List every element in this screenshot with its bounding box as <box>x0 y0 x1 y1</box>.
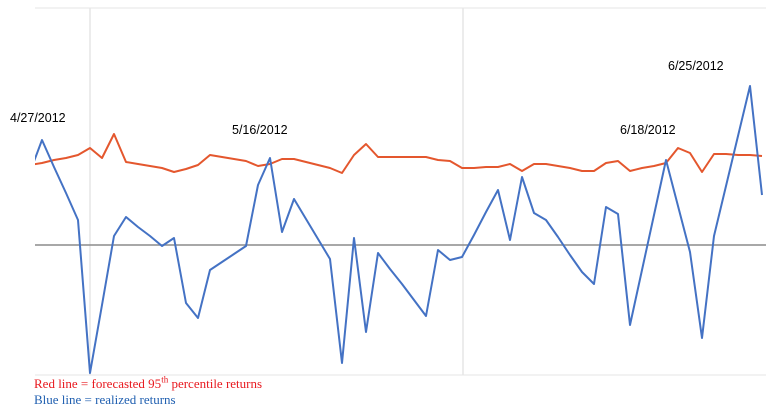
plot-area <box>35 85 763 374</box>
annotation: 4/27/2012 <box>10 111 66 125</box>
legend-entry: Red line = forecasted 95th percentile re… <box>34 374 263 391</box>
annotation: 6/18/2012 <box>620 123 676 137</box>
line <box>35 133 763 174</box>
annotation: 6/25/2012 <box>668 59 724 73</box>
annotation: 5/16/2012 <box>232 123 288 137</box>
line <box>35 85 763 374</box>
legend-entry: Blue line = realized returns <box>34 392 176 407</box>
